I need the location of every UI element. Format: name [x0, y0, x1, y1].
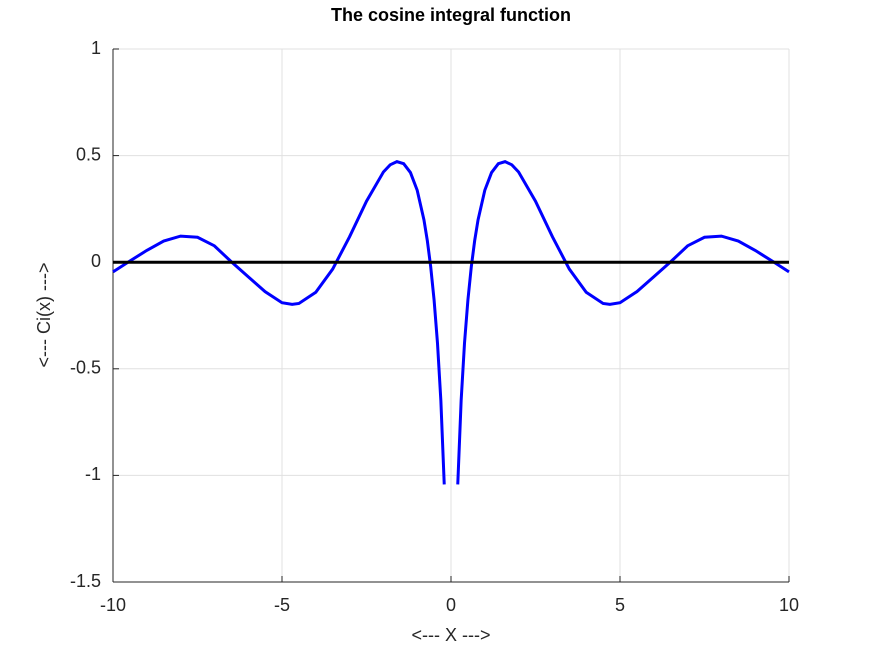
- x-tick-label: 10: [779, 595, 799, 615]
- y-tick-label: -1.5: [70, 571, 101, 591]
- y-tick-label: 0.5: [76, 144, 101, 164]
- y-tick-label: -0.5: [70, 358, 101, 378]
- y-tick-label: -1: [85, 464, 101, 484]
- y-axis-label: <--- Ci(x) --->: [34, 263, 54, 368]
- x-axis-label: <--- X --->: [412, 625, 491, 645]
- x-tick-label: -5: [274, 595, 290, 615]
- x-tick-label: 5: [615, 595, 625, 615]
- x-tick-label: -10: [100, 595, 126, 615]
- chart-title: The cosine integral function: [331, 5, 571, 25]
- y-tick-label: 0: [91, 251, 101, 271]
- data-line: [112, 160, 790, 485]
- y-tick-label: 1: [91, 38, 101, 58]
- x-tick-label: 0: [446, 595, 456, 615]
